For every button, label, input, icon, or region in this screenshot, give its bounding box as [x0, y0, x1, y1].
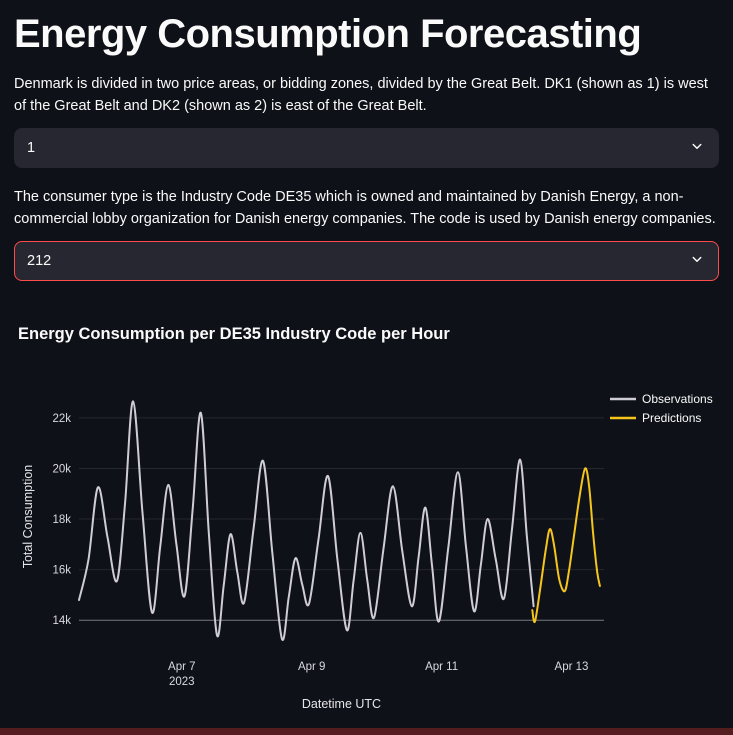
consumer-type-select[interactable]: 212: [14, 240, 719, 281]
bottom-bar: [0, 728, 733, 735]
chevron-down-icon: [688, 250, 706, 272]
y-tick-label: 16k: [52, 564, 71, 576]
x-tick-label: Apr 9: [298, 661, 326, 673]
chevron-down-icon: [688, 137, 706, 159]
y-tick-label: 14k: [52, 615, 71, 627]
page-title: Energy Consumption Forecasting: [14, 12, 642, 56]
y-tick-label: 22k: [52, 413, 71, 425]
intro-paragraph-bidding-zones: Denmark is divided in two price areas, o…: [14, 76, 708, 115]
predictions-line: [531, 467, 601, 623]
chart-svg: 14k 16k 18k 20k 22k Apr 7 2023 Apr 9 Apr 11 Apr 1…: [21, 392, 713, 711]
x-tick-label: Apr 7: [168, 661, 196, 673]
consumer-type-selected-value: 212: [27, 252, 52, 269]
y-axis-title: Total Consumption: [21, 465, 35, 569]
chart-heading: Energy Consumption per DE35 Industry Cod…: [18, 324, 450, 343]
consumption-chart[interactable]: 14k 16k 18k 20k 22k Apr 7 2023 Apr 9 Apr 11 Apr 1…: [14, 352, 719, 727]
price-area-select[interactable]: 1: [14, 127, 719, 168]
x-axis-title: Datetime UTC: [302, 697, 381, 711]
y-tick-label: 18k: [52, 514, 71, 526]
legend-label-observations[interactable]: Observations: [642, 392, 713, 406]
observations-line: [78, 400, 535, 641]
legend-label-predictions[interactable]: Predictions: [642, 411, 701, 425]
intro-paragraph-consumer-type: The consumer type is the Industry Code D…: [14, 188, 716, 228]
price-area-selected-value: 1: [27, 139, 36, 156]
x-tick-sublabel: 2023: [169, 676, 195, 688]
x-tick-label: Apr 11: [425, 661, 458, 673]
x-tick-label: Apr 13: [555, 661, 589, 673]
y-tick-label: 20k: [52, 463, 71, 475]
